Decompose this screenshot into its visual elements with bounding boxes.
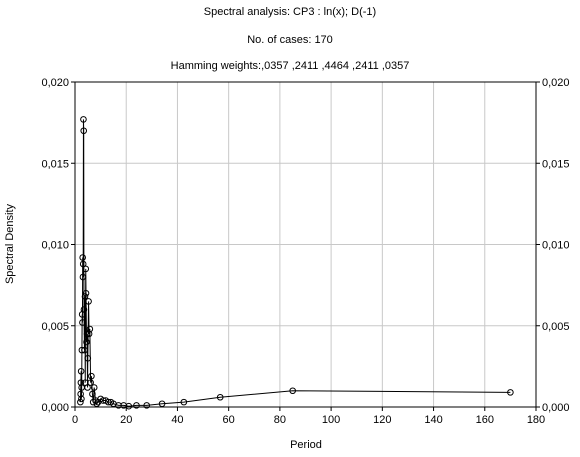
y-tick-label-right: 0,010	[542, 240, 570, 252]
data-point	[83, 330, 91, 338]
y-axis-label: Spectral Density	[4, 203, 16, 284]
y-tick-label-left: 0,015	[41, 158, 69, 170]
data-point	[158, 400, 166, 408]
x-tick-label: 100	[322, 414, 340, 426]
data-point	[78, 395, 85, 403]
y-tick-label-left: 0,005	[41, 321, 69, 333]
data-point	[80, 116, 87, 123]
data-point	[89, 390, 96, 398]
data-point	[88, 372, 95, 380]
x-tick-label: 160	[476, 414, 494, 426]
x-tick-label: 120	[373, 414, 391, 426]
data-point	[83, 338, 90, 346]
data-point	[125, 402, 133, 410]
y-tick-label-right: 0,005	[542, 321, 570, 333]
data-point	[82, 289, 90, 297]
data-point	[77, 367, 85, 375]
data-point	[80, 306, 88, 313]
data-point	[79, 254, 86, 261]
data-point	[80, 127, 88, 135]
x-tick-label: 20	[120, 414, 132, 426]
data-series	[77, 116, 514, 410]
data-point	[85, 298, 92, 305]
x-tick-label: 140	[424, 414, 442, 426]
x-tick-label: 0	[72, 414, 78, 426]
data-point	[84, 354, 92, 362]
data-point	[180, 398, 188, 406]
y-tick-label-left: 0,010	[41, 240, 69, 252]
grid-lines	[75, 82, 536, 407]
x-tick-label: 40	[171, 414, 183, 426]
data-point	[133, 402, 140, 409]
series-line	[79, 119, 511, 407]
data-point	[87, 379, 94, 386]
data-point	[81, 293, 89, 300]
chart-title-line-1: Spectral analysis: CP3 : ln(x); D(-1)	[204, 6, 376, 18]
y-tick-label-right: 0,015	[542, 158, 570, 170]
y-tick-label-left: 0,020	[41, 77, 69, 89]
data-point	[85, 330, 93, 338]
x-tick-label: 60	[223, 414, 235, 426]
data-point	[216, 393, 224, 401]
data-point	[81, 346, 88, 354]
data-point	[84, 384, 91, 391]
data-point	[143, 402, 151, 409]
data-point	[79, 273, 87, 281]
chart-title-line-2: No. of cases: 170	[247, 34, 333, 46]
data-point	[289, 387, 296, 395]
data-point	[507, 389, 514, 396]
y-tick-label-right: 0,020	[542, 77, 570, 89]
tick-marks	[71, 81, 540, 411]
y-tick-label-left: 0,000	[41, 402, 69, 414]
data-point	[93, 400, 101, 408]
data-point	[77, 390, 84, 398]
data-point	[79, 319, 86, 326]
data-point	[90, 384, 98, 391]
x-tick-label: 180	[527, 414, 545, 426]
x-axis-label: Period	[290, 439, 322, 451]
data-point	[77, 398, 84, 406]
data-point	[82, 265, 90, 273]
data-point	[78, 346, 86, 354]
chart-title-line-3: Hamming weights:,0357 ,2411 ,4464 ,2411 …	[171, 60, 410, 72]
data-point	[86, 325, 94, 333]
data-point	[77, 379, 85, 386]
y-tick-label-right: 0,000	[542, 402, 570, 414]
x-tick-label: 80	[274, 414, 286, 426]
